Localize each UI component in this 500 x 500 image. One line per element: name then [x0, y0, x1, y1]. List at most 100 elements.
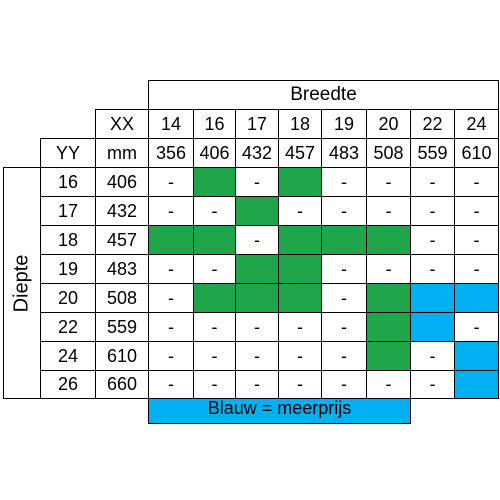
cell-unavailable: - [278, 196, 322, 226]
depth-mm-610: 610 [95, 341, 149, 371]
depth-inch-17: 17 [40, 196, 96, 226]
diepte-label: Diepte [3, 167, 41, 399]
width-mm-559: 559 [410, 138, 455, 168]
cell-available [366, 283, 411, 313]
cell-unavailable: - [193, 370, 236, 399]
cell-available [321, 225, 367, 255]
width-mm-406: 406 [193, 138, 236, 168]
width-inch-19: 19 [321, 109, 367, 139]
depth-mm-457: 457 [95, 225, 149, 255]
width-inch-14: 14 [148, 109, 194, 139]
depth-mm-559: 559 [95, 312, 149, 342]
depth-inch-16: 16 [40, 167, 96, 197]
depth-inch-20: 20 [40, 283, 96, 313]
cell-unavailable: - [148, 341, 194, 371]
cell-available [193, 283, 236, 313]
cell-available [278, 225, 322, 255]
cell-unavailable: - [148, 254, 194, 284]
cell-available [148, 225, 194, 255]
cell-unavailable: - [148, 312, 194, 342]
cell-unavailable: - [454, 225, 499, 255]
cell-unavailable: - [148, 167, 194, 197]
cell-unavailable: - [193, 341, 236, 371]
cell-unavailable: - [321, 312, 367, 342]
depth-inch-18: 18 [40, 225, 96, 255]
width-mm-508: 508 [366, 138, 411, 168]
cell-unavailable: - [193, 254, 236, 284]
cell-unavailable: - [321, 283, 367, 313]
cell-unavailable: - [148, 196, 194, 226]
cell-unavailable: - [366, 167, 411, 197]
depth-mm-660: 660 [95, 370, 149, 399]
cell-available [278, 167, 322, 197]
cell-available [235, 196, 279, 226]
width-inch-17: 17 [235, 109, 279, 139]
depth-mm-432: 432 [95, 196, 149, 226]
width-mm-432: 432 [235, 138, 279, 168]
cell-unavailable: - [454, 196, 499, 226]
cell-available [278, 254, 322, 284]
cell-unavailable: - [366, 370, 411, 399]
width-inch-22: 22 [410, 109, 455, 139]
cell-unavailable: - [321, 341, 367, 371]
yy-label: YY [40, 138, 96, 168]
cell-unavailable: - [366, 254, 411, 284]
cell-available [366, 225, 411, 255]
cell-unavailable: - [193, 312, 236, 342]
xx-label: XX [95, 109, 149, 139]
depth-inch-24: 24 [40, 341, 96, 371]
cell-surcharge [454, 341, 499, 371]
depth-inch-22: 22 [40, 312, 96, 342]
width-inch-18: 18 [278, 109, 322, 139]
cell-unavailable: - [366, 196, 411, 226]
cell-surcharge [454, 370, 499, 399]
cell-unavailable: - [321, 167, 367, 197]
cell-unavailable: - [148, 370, 194, 399]
cell-available [278, 283, 322, 313]
cell-unavailable: - [454, 254, 499, 284]
cell-unavailable: - [321, 196, 367, 226]
cell-unavailable: - [235, 341, 279, 371]
cell-available [235, 254, 279, 284]
cell-unavailable: - [321, 370, 367, 399]
cell-unavailable: - [235, 167, 279, 197]
mm-label: mm [95, 138, 149, 168]
cell-unavailable: - [410, 341, 455, 371]
cell-unavailable: - [454, 312, 499, 342]
depth-mm-406: 406 [95, 167, 149, 197]
cell-unavailable: - [235, 225, 279, 255]
breedte-header: Breedte [148, 80, 499, 110]
cell-unavailable: - [235, 312, 279, 342]
depth-mm-508: 508 [95, 283, 149, 313]
cell-available [366, 312, 411, 342]
depth-inch-19: 19 [40, 254, 96, 284]
cell-unavailable: - [278, 312, 322, 342]
cell-available [235, 283, 279, 313]
cell-unavailable: - [410, 225, 455, 255]
cell-unavailable: - [410, 196, 455, 226]
cell-unavailable: - [278, 370, 322, 399]
cell-available [366, 341, 411, 371]
width-inch-20: 20 [366, 109, 411, 139]
width-inch-24: 24 [454, 109, 499, 139]
width-inch-16: 16 [193, 109, 236, 139]
width-mm-356: 356 [148, 138, 194, 168]
cell-unavailable: - [321, 254, 367, 284]
cell-unavailable: - [235, 370, 279, 399]
depth-inch-26: 26 [40, 370, 96, 399]
cell-surcharge [410, 283, 455, 313]
cell-available [193, 225, 236, 255]
cell-unavailable: - [454, 167, 499, 197]
cell-unavailable: - [410, 167, 455, 197]
cell-unavailable: - [193, 196, 236, 226]
cell-surcharge [454, 283, 499, 313]
cell-unavailable: - [410, 254, 455, 284]
width-mm-457: 457 [278, 138, 322, 168]
cell-unavailable: - [148, 283, 194, 313]
cell-unavailable: - [410, 370, 455, 399]
depth-mm-483: 483 [95, 254, 149, 284]
cell-unavailable: - [278, 341, 322, 371]
cell-available [193, 167, 236, 197]
width-mm-483: 483 [321, 138, 367, 168]
